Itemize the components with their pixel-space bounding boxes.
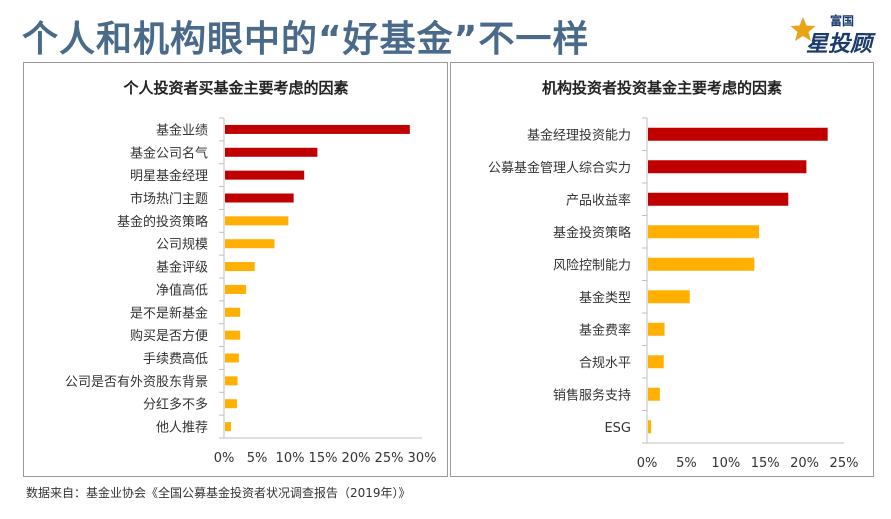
institution-category-label: 基金投资策略 [553,225,631,241]
individual-tick-label: 25% [375,451,404,466]
individual-category-label: 净值高低 [156,282,208,298]
institution-category-label: 产品收益率 [566,192,631,208]
individual-category-label: 购买是否方便 [130,328,208,344]
individual-tick-label: 0% [214,451,235,466]
individual-category-label: 是不是新基金 [130,305,208,321]
logo-top-text: 富国 [830,14,855,28]
individual-tick-label: 15% [309,451,338,466]
institution-bar [648,160,807,174]
institution-bar [648,192,789,206]
individual-bar [225,124,410,134]
institution-bar [648,322,665,336]
individual-category-label: 公司规模 [156,238,208,253]
institution-category-label: 基金费率 [579,322,631,338]
individual-category-label: 基金业绩 [156,122,208,138]
institution-bar [648,420,652,434]
institution-tick-label: 15% [751,456,780,471]
data-source-note: 数据来自：基金业协会《全国公募基金投资者状况调查报告（2019年）》 [26,486,411,500]
individual-category-label: 基金评级 [156,260,208,276]
institution-category-label: 基金经理投资能力 [527,127,631,143]
page-title: 个人和机构眼中的“好基金”不一样 [22,19,590,60]
individual-chart-panel: 个人投资者买基金主要考虑的因素基金业绩基金公司名气 明星基金经理 市场热门主题基金的… [23,62,448,477]
individual-bar [225,399,237,409]
individual-category-label: 明星基金经理 [130,168,208,184]
individual-category-label: 基金的投资策略 [117,214,208,230]
individual-tick-label: 10% [276,451,305,466]
institution-bar [648,387,660,401]
individual-tick-label: 5% [247,451,268,466]
individual-category-label: 手续费高低 [143,351,208,367]
institution-bar [648,225,760,239]
institution-bar [648,290,690,304]
institution-tick-label: 0% [637,456,658,471]
institution-tick-label: 25% [830,456,859,471]
individual-bar [225,147,318,157]
individual-category-label: 基金公司名气 [130,145,208,161]
institution-tick-label: 5% [676,456,697,471]
institution-bar-chart: 机构投资者投资基金主要考虑的因素基金经理投资能力公募基金管理人综合实力产品收益率… [488,79,859,471]
institution-category-label: 合规水平 [579,356,631,371]
institution-tick-label: 10% [711,456,740,471]
individual-category-label: 市场热门主题 [130,191,208,207]
individual-category-label: 公司是否有外资股东背景 [65,375,208,390]
individual-category-label: 他人推荐 [156,421,208,436]
individual-bar [225,330,241,340]
institution-chart-title: 机构投资者投资基金主要考虑的因素 [542,79,782,97]
individual-bar [225,170,305,180]
brand-logo: 富国 星投顾 [790,10,880,58]
institution-chart-panel: 机构投资者投资基金主要考虑的因素基金经理投资能力公募基金管理人综合实力产品收益率… [450,62,874,477]
institution-category-label: 公募基金管理人综合实力 [488,160,631,176]
individual-bar [225,262,255,272]
individual-bar [225,239,275,249]
logo-main-text: 星投顾 [806,32,873,57]
individual-chart-title: 个人投资者买基金主要考虑的因素 [122,79,348,97]
institution-bar [648,355,664,369]
institution-bar [648,127,828,141]
individual-bar [225,422,231,432]
individual-bar [225,193,294,203]
institution-category-label: 风险控制能力 [553,258,631,273]
individual-tick-label: 20% [342,451,371,466]
individual-tick-label: 30% [408,451,437,466]
institution-category-label: 基金类型 [579,290,631,306]
individual-bar [225,216,289,226]
individual-bar-chart: 个人投资者买基金主要考虑的因素基金业绩基金公司名气明星基金经理市场热门主题基金的… [65,79,437,466]
star-icon [790,17,816,41]
individual-bar [225,376,238,386]
individual-bar [225,284,247,294]
institution-tick-label: 20% [790,456,819,471]
individual-bar [225,307,241,317]
institution-category-label: ESG [604,421,631,436]
individual-bar [225,353,239,363]
individual-category-label: 分红多不多 [143,397,208,413]
institution-category-label: 销售服务支持 [553,387,631,403]
institution-bar [648,257,755,271]
